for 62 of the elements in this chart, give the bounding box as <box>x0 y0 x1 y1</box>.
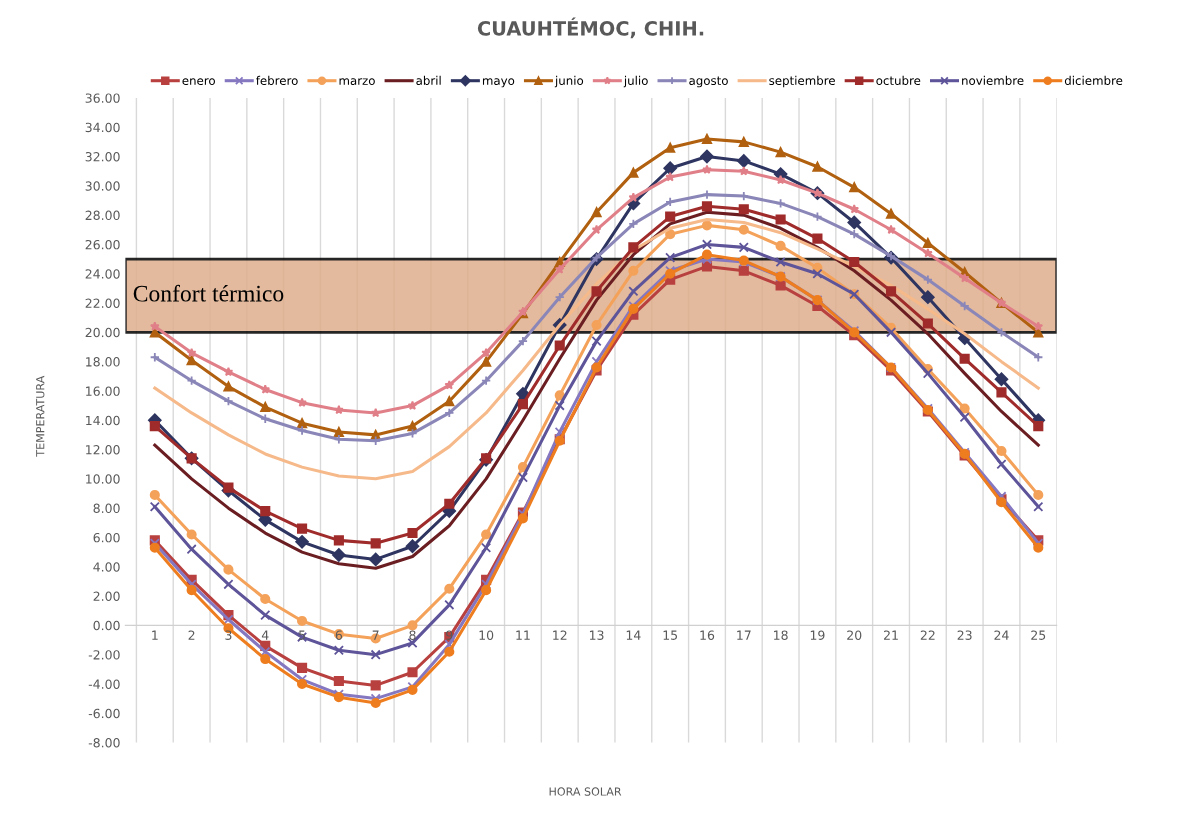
y-tick-label: -6.00 <box>88 708 120 719</box>
y-tick-label: 2.00 <box>93 591 120 601</box>
x-tick-label: 17 <box>737 630 751 640</box>
y-tick-label: 0.00 <box>93 620 120 631</box>
x-tick-label: 22 <box>920 630 935 640</box>
x-tick-label: 11 <box>516 630 530 640</box>
x-tick-label: 12 <box>553 630 567 640</box>
legend-label: julio <box>623 75 648 88</box>
band-label: Confort térmico <box>133 284 284 302</box>
x-tick-label: 9 <box>446 630 453 640</box>
x-tick-label: 20 <box>847 630 862 640</box>
x-tick-label: 1 <box>152 630 158 640</box>
x-tick-label: 16 <box>700 630 715 640</box>
legend-label: septiembre <box>769 75 835 88</box>
x-tick-label: 3 <box>225 630 232 640</box>
y-tick-label: 6.00 <box>93 532 120 543</box>
legend-label: mayo <box>482 78 515 88</box>
x-tick-label: 25 <box>1031 630 1046 640</box>
x-tick-label: 14 <box>626 630 641 640</box>
y-tick-label: 14.00 <box>86 415 120 426</box>
y-tick-label: 24.00 <box>85 269 120 279</box>
y-tick-label: 36.00 <box>85 93 120 103</box>
y-tick-label: 8.00 <box>93 503 120 514</box>
y-tick-label: -4.00 <box>88 679 120 689</box>
y-tick-label: 20.00 <box>85 327 120 338</box>
legend-label: enero <box>182 78 215 86</box>
y-tick-label: 16.00 <box>86 386 120 396</box>
legend-label: febrero <box>256 75 298 86</box>
legend-label: diciembre <box>1064 75 1123 86</box>
x-tick-label: 2 <box>188 630 195 640</box>
x-tick-label: 10 <box>479 630 494 640</box>
x-tick-label: 19 <box>810 630 825 640</box>
legend-label: abril <box>416 75 441 86</box>
y-tick-label: 34.00 <box>85 122 120 133</box>
y-tick-label: 28.00 <box>85 210 120 221</box>
x-tick-label: 24 <box>994 630 1009 640</box>
x-tick-label: 6 <box>335 630 343 640</box>
x-tick-label: 23 <box>957 630 972 640</box>
legend-label: noviembre <box>962 75 1024 86</box>
y-tick-label: 32.00 <box>85 152 120 162</box>
legend-label: agosto <box>689 76 728 88</box>
x-tick-label: 21 <box>884 630 898 640</box>
y-tick-label: -8.00 <box>88 738 120 748</box>
legend-label: junio <box>554 75 584 88</box>
y-tick-label: 22.00 <box>85 298 120 308</box>
legend-label: marzo <box>339 78 375 86</box>
chart-title: CUAUHTÉMOC, CHIH. <box>477 17 704 39</box>
y-tick-label: -2.00 <box>88 650 120 660</box>
y-tick-label: 30.00 <box>85 181 120 191</box>
legend-label: octubre <box>876 75 921 86</box>
y-tick-label: 12.00 <box>86 445 120 455</box>
x-tick-label: 4 <box>261 630 269 640</box>
x-tick-label: 15 <box>663 630 678 640</box>
y-tick-label: 26.00 <box>85 239 120 250</box>
x-tick-label: 18 <box>774 630 788 640</box>
y-tick-label: 18.00 <box>86 357 120 367</box>
y-tick-label: 4.00 <box>93 562 120 572</box>
x-axis-title: HORA SOLAR <box>549 787 622 796</box>
y-axis-title: TEMPERATURA <box>36 375 45 457</box>
x-tick-label: 8 <box>409 630 416 640</box>
x-tick-label: 13 <box>589 630 604 640</box>
y-tick-label: 10.00 <box>86 474 120 484</box>
